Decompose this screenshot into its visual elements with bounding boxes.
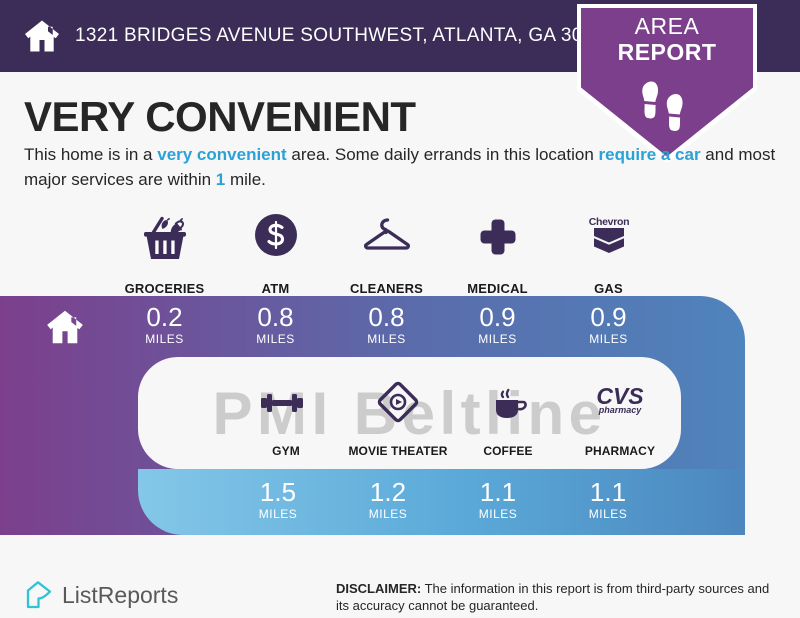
- svg-text:Chevron: Chevron: [588, 216, 629, 228]
- svg-text:pharmacy: pharmacy: [598, 405, 643, 415]
